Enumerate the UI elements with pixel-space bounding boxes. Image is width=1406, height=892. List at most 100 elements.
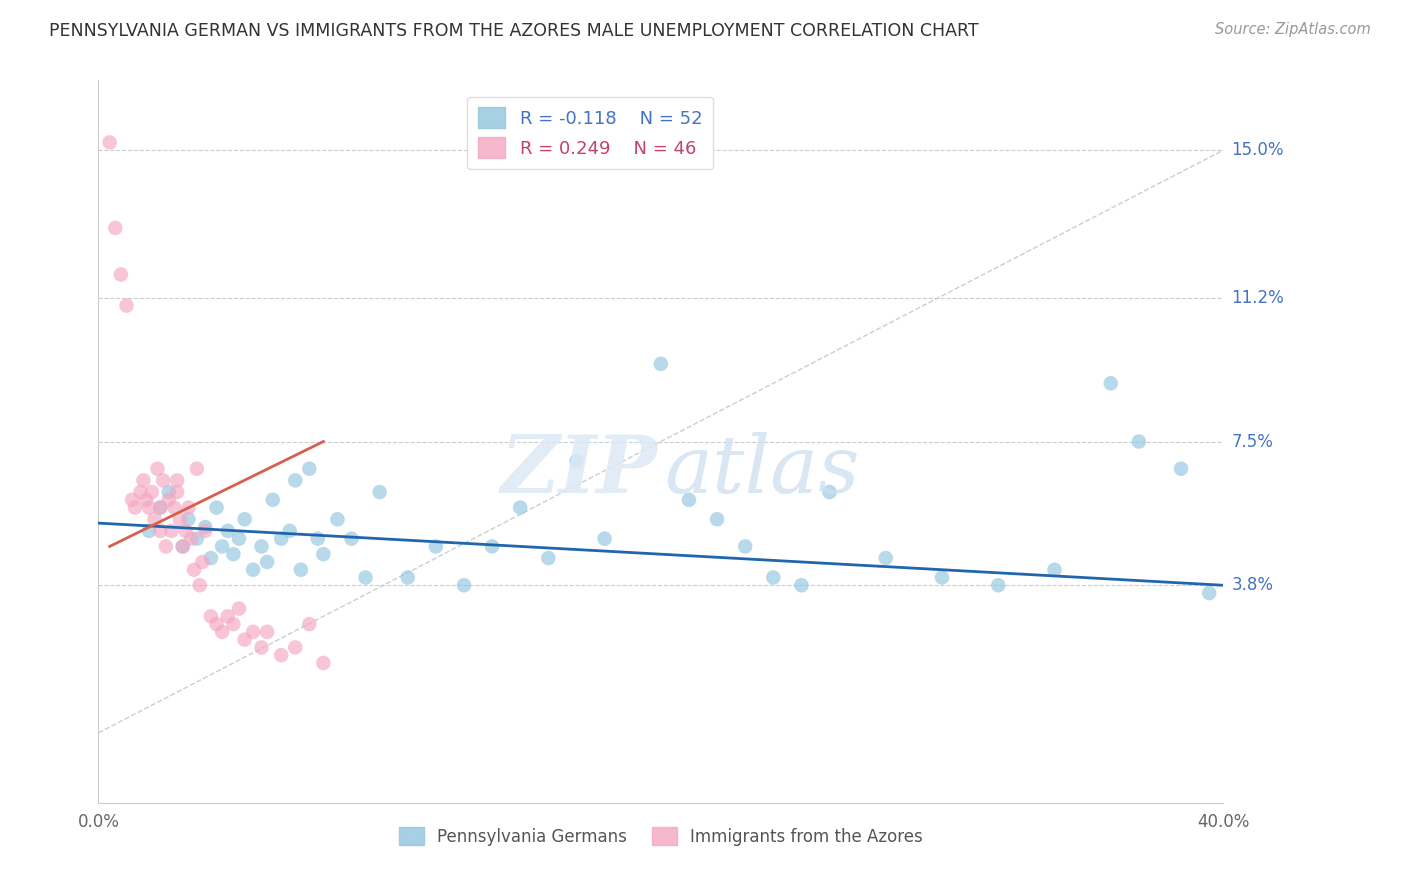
Point xyxy=(138,524,160,538)
Point xyxy=(104,220,127,235)
Text: atlas: atlas xyxy=(664,432,859,509)
Point xyxy=(110,268,132,282)
Point xyxy=(217,609,239,624)
Point xyxy=(211,540,233,554)
Point xyxy=(233,632,256,647)
Point xyxy=(818,485,841,500)
Point xyxy=(453,578,475,592)
Point xyxy=(146,461,169,475)
Point xyxy=(177,512,200,526)
Point xyxy=(326,512,349,526)
Point xyxy=(312,656,335,670)
Point xyxy=(177,500,200,515)
Text: 15.0%: 15.0% xyxy=(1232,141,1284,159)
Point xyxy=(135,492,157,507)
Point xyxy=(368,485,391,500)
Point xyxy=(121,492,143,507)
Point xyxy=(290,563,312,577)
Point xyxy=(163,500,186,515)
Point xyxy=(1170,461,1192,475)
Point xyxy=(174,524,197,538)
Point xyxy=(1128,434,1150,449)
Point xyxy=(194,520,217,534)
Point xyxy=(270,648,292,663)
Point xyxy=(250,640,273,655)
Point xyxy=(194,524,217,538)
Point xyxy=(205,617,228,632)
Point xyxy=(169,512,191,526)
Point xyxy=(425,540,447,554)
Point xyxy=(242,563,264,577)
Point xyxy=(149,500,172,515)
Point xyxy=(141,485,163,500)
Point xyxy=(152,474,174,488)
Point xyxy=(157,492,180,507)
Point xyxy=(143,512,166,526)
Point xyxy=(211,624,233,639)
Point xyxy=(124,500,146,515)
Point xyxy=(160,524,183,538)
Point xyxy=(115,299,138,313)
Point xyxy=(307,532,329,546)
Point xyxy=(183,563,205,577)
Point xyxy=(509,500,531,515)
Point xyxy=(166,474,188,488)
Point xyxy=(931,570,953,584)
Point xyxy=(200,551,222,566)
Point xyxy=(191,555,214,569)
Point xyxy=(172,540,194,554)
Point xyxy=(172,540,194,554)
Point xyxy=(987,578,1010,592)
Point xyxy=(312,547,335,561)
Point xyxy=(396,570,419,584)
Point xyxy=(1099,376,1122,391)
Point xyxy=(278,524,301,538)
Legend: Pennsylvania Germans, Immigrants from the Azores: Pennsylvania Germans, Immigrants from th… xyxy=(392,821,929,852)
Point xyxy=(284,474,307,488)
Point xyxy=(157,485,180,500)
Point xyxy=(129,485,152,500)
Point xyxy=(228,601,250,615)
Point xyxy=(222,547,245,561)
Point xyxy=(354,570,377,584)
Point xyxy=(138,500,160,515)
Point xyxy=(166,485,188,500)
Point xyxy=(188,578,211,592)
Point xyxy=(650,357,672,371)
Point xyxy=(233,512,256,526)
Point xyxy=(1043,563,1066,577)
Point xyxy=(256,555,278,569)
Point xyxy=(200,609,222,624)
Point xyxy=(205,500,228,515)
Point xyxy=(762,570,785,584)
Point xyxy=(298,461,321,475)
Point xyxy=(1198,586,1220,600)
Text: 7.5%: 7.5% xyxy=(1232,433,1274,450)
Point xyxy=(155,540,177,554)
Point xyxy=(242,624,264,639)
Point xyxy=(262,492,284,507)
Point xyxy=(298,617,321,632)
Point xyxy=(565,454,588,468)
Point xyxy=(284,640,307,655)
Point xyxy=(678,492,700,507)
Text: 3.8%: 3.8% xyxy=(1232,576,1274,594)
Point xyxy=(180,532,202,546)
Text: Source: ZipAtlas.com: Source: ZipAtlas.com xyxy=(1215,22,1371,37)
Point xyxy=(270,532,292,546)
Point xyxy=(706,512,728,526)
Point xyxy=(340,532,363,546)
Point xyxy=(132,474,155,488)
Point xyxy=(149,524,172,538)
Text: PENNSYLVANIA GERMAN VS IMMIGRANTS FROM THE AZORES MALE UNEMPLOYMENT CORRELATION : PENNSYLVANIA GERMAN VS IMMIGRANTS FROM T… xyxy=(49,22,979,40)
Point xyxy=(481,540,503,554)
Point xyxy=(593,532,616,546)
Point xyxy=(98,136,121,150)
Point xyxy=(250,540,273,554)
Point xyxy=(537,551,560,566)
Point xyxy=(790,578,813,592)
Text: ZIP: ZIP xyxy=(501,432,658,509)
Text: 11.2%: 11.2% xyxy=(1232,289,1284,307)
Point xyxy=(875,551,897,566)
Point xyxy=(186,532,208,546)
